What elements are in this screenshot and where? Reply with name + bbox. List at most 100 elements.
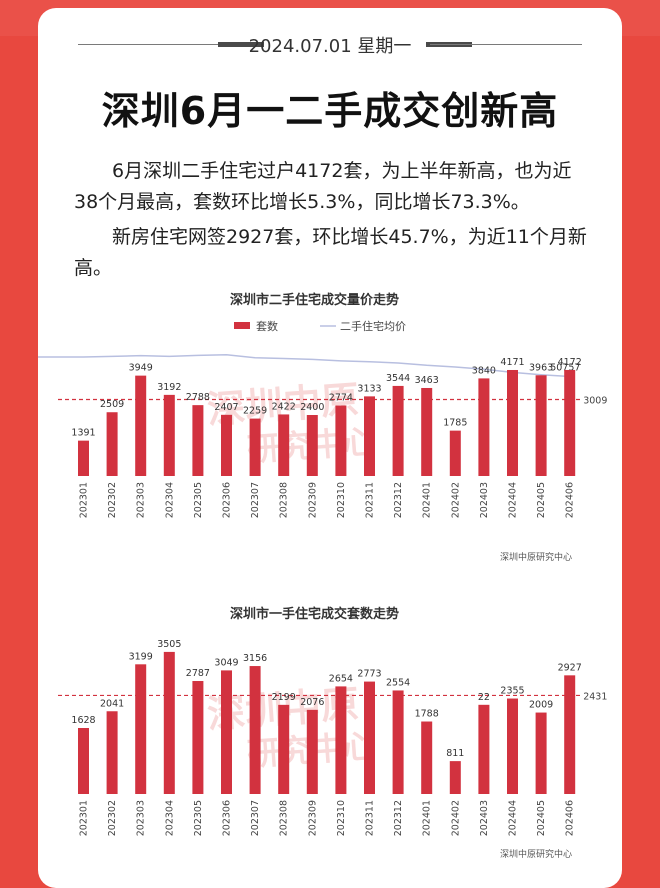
- bar-value-202405: 3963: [529, 362, 553, 373]
- x-tick-202310: 202310: [336, 800, 347, 836]
- price-line: [38, 353, 570, 378]
- bar-202406: [564, 675, 576, 794]
- x-tick-202305: 202305: [193, 482, 204, 518]
- x-tick-202311: 202311: [365, 800, 376, 836]
- legend-label-line: 二手住宅均价: [340, 319, 406, 333]
- bar-202306: [221, 670, 232, 794]
- x-tick-202311: 202311: [365, 482, 376, 518]
- bar-value-202406: 2927: [558, 662, 582, 673]
- x-tick-202302: 202302: [107, 800, 118, 836]
- x-tick-202406: 202406: [565, 800, 576, 836]
- bar-202304: [163, 651, 175, 794]
- x-tick-202404: 202404: [508, 482, 519, 518]
- bar-value-202309: 2076: [300, 697, 324, 708]
- bar-202402: [449, 430, 461, 476]
- bar-value-202312: 2554: [386, 677, 410, 688]
- bar-value-202303: 3199: [129, 651, 153, 662]
- bar-value-202305: 2788: [186, 392, 210, 403]
- resale-housing-chart: 深圳市二手住宅成交量价走势深圳中原研究中心 套数 二手住宅均价 50757 3009 13…: [38, 292, 607, 563]
- x-tick-202301: 202301: [79, 482, 90, 518]
- bar-202405: [535, 375, 547, 476]
- x-tick-202402: 202402: [450, 482, 461, 518]
- x-tick-202403: 202403: [479, 482, 490, 518]
- price-line-label: 50757: [550, 362, 580, 373]
- x-tick-202306: 202306: [222, 800, 233, 836]
- bar-202310: [335, 405, 347, 476]
- bar-202401: [421, 387, 433, 476]
- bar-value-202309: 2400: [300, 402, 324, 413]
- bar-202306: [221, 414, 232, 476]
- bar-value-202312: 3544: [386, 373, 410, 384]
- x-tick-202307: 202307: [250, 800, 261, 836]
- headline: 深圳6月一二手成交创新高: [101, 89, 559, 133]
- x-tick-202304: 202304: [164, 800, 175, 836]
- bar-value-202310: 2774: [329, 392, 353, 403]
- divider-right: [430, 44, 582, 45]
- date-label: 2024.07.01 星期一: [248, 36, 412, 57]
- bar-value-202311: 2773: [357, 669, 381, 680]
- x-tick-202309: 202309: [307, 800, 318, 836]
- date-row: 2024.07.01 星期一: [78, 28, 582, 58]
- bar-value-202306: 3049: [214, 657, 238, 668]
- x-tick-202305: 202305: [193, 800, 204, 836]
- bar-202310: [335, 686, 347, 794]
- bar-202301: [78, 440, 89, 476]
- bar-202312: [392, 385, 404, 476]
- x-tick-202312: 202312: [393, 482, 404, 518]
- bar-202305: [192, 405, 204, 476]
- bar-value-202402: 811: [446, 748, 464, 759]
- x-tick-202307: 202307: [250, 482, 261, 518]
- bar-202308: [278, 414, 290, 476]
- legend-label-bars: 套数: [256, 320, 278, 333]
- bar-202311: [364, 396, 375, 476]
- x-tick-202406: 202406: [565, 482, 576, 518]
- bar-value-202301: 1391: [71, 428, 95, 439]
- bar-value-202305: 2787: [186, 668, 210, 679]
- bar-value-202404: 2355: [500, 686, 524, 697]
- x-tick-202310: 202310: [336, 482, 347, 518]
- bar-202309: [306, 415, 318, 476]
- bar-202312: [392, 690, 404, 794]
- bar-202305: [192, 681, 204, 794]
- paragraph-new-homes: 新房住宅网签2927套，环比增长45.7%，为近11个月新高。: [74, 226, 587, 279]
- x-tick-202306: 202306: [222, 482, 233, 518]
- x-tick-202303: 202303: [136, 800, 147, 836]
- chart-title: 深圳市一手住宅成交套数走势: [230, 606, 399, 622]
- bar-202403: [478, 704, 490, 794]
- bar-value-202404: 4171: [500, 357, 524, 368]
- bar-value-202401: 1788: [415, 709, 439, 720]
- bar-202406: [564, 369, 576, 476]
- average-label: 3009: [583, 396, 607, 407]
- x-tick-202303: 202303: [136, 482, 147, 518]
- x-tick-202402: 202402: [450, 800, 461, 836]
- bar-202403: [478, 378, 490, 476]
- x-tick-202308: 202308: [279, 482, 290, 518]
- bar-202309: [306, 709, 318, 794]
- bar-value-202310: 2654: [329, 673, 353, 684]
- bar-202401: [421, 721, 433, 794]
- bar-value-202308: 2422: [272, 401, 296, 412]
- bar-202302: [106, 412, 118, 476]
- x-tick-202401: 202401: [422, 800, 433, 836]
- bar-202402: [449, 761, 461, 794]
- bar-value-202304: 3505: [157, 639, 181, 650]
- x-tick-202405: 202405: [536, 482, 547, 518]
- bar-202404: [507, 698, 518, 794]
- bar-value-202301: 1628: [71, 715, 95, 726]
- bar-value-202302: 2041: [100, 698, 124, 709]
- bar-value-202406: 4172: [558, 357, 582, 368]
- bar-value-202405: 2009: [529, 700, 553, 711]
- bar-202307: [249, 666, 261, 794]
- x-tick-202403: 202403: [479, 800, 490, 836]
- average-label: 2431: [583, 691, 607, 702]
- x-tick-202302: 202302: [107, 482, 118, 518]
- bar-value-202304: 3192: [157, 382, 181, 393]
- divider-left: [78, 44, 246, 45]
- bar-value-202302: 2509: [100, 399, 124, 410]
- bar-value-202307: 3156: [243, 653, 267, 664]
- bar-202303: [135, 664, 147, 794]
- new-housing-chart: 深圳市一手住宅成交套数走势深圳中原研究中心 2431 1628 202301 2041 2…: [58, 606, 607, 860]
- x-tick-202308: 202308: [279, 800, 290, 836]
- x-tick-202401: 202401: [422, 482, 433, 518]
- x-tick-202304: 202304: [164, 482, 175, 518]
